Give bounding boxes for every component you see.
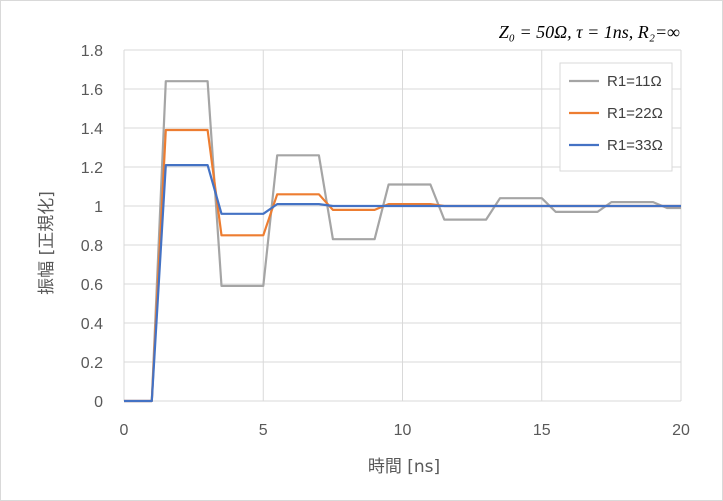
y-tick-labels: 0 0.2 0.4 0.6 0.8 1 1.2 1.4 1.6 1.8 bbox=[81, 43, 103, 411]
y-tick-label: 1.4 bbox=[81, 121, 103, 138]
y-axis-label: 振幅 [正規化] bbox=[37, 191, 57, 295]
x-tick-label: 5 bbox=[259, 422, 268, 439]
legend-label-1: R1=11Ω bbox=[607, 73, 662, 90]
x-tick-labels: 0 5 10 15 20 bbox=[120, 422, 690, 439]
legend-label-3: R1=33Ω bbox=[607, 137, 663, 154]
legend-label-2: R1=22Ω bbox=[607, 105, 663, 122]
y-tick-label: 0.4 bbox=[81, 316, 103, 333]
y-tick-label: 0.2 bbox=[81, 355, 103, 372]
series-line-2 bbox=[124, 128, 681, 403]
y-tick-label: 1.8 bbox=[81, 43, 103, 60]
x-tick-label: 20 bbox=[672, 422, 690, 439]
y-tick-label: 0.6 bbox=[81, 277, 103, 294]
y-tick-label: 1.6 bbox=[81, 82, 103, 99]
y-tick-label: 0 bbox=[94, 394, 103, 411]
y-tick-label: 1 bbox=[94, 199, 103, 216]
series-lines bbox=[124, 80, 681, 403]
legend-box bbox=[559, 62, 673, 172]
legend: R1=11Ω R1=22Ω R1=33Ω bbox=[559, 62, 673, 172]
y-tick-label: 1.2 bbox=[81, 160, 103, 177]
x-axis-label: 時間 [ns] bbox=[368, 457, 440, 477]
x-tick-label: 0 bbox=[120, 422, 129, 439]
x-tick-label: 15 bbox=[533, 422, 551, 439]
parameter-annotation: Z₀ = 50Ω, τ = 1ns, R₂=∞ bbox=[499, 22, 680, 42]
series-line-3 bbox=[124, 164, 681, 403]
x-tick-label: 10 bbox=[394, 422, 412, 439]
y-tick-label: 0.8 bbox=[81, 238, 103, 255]
